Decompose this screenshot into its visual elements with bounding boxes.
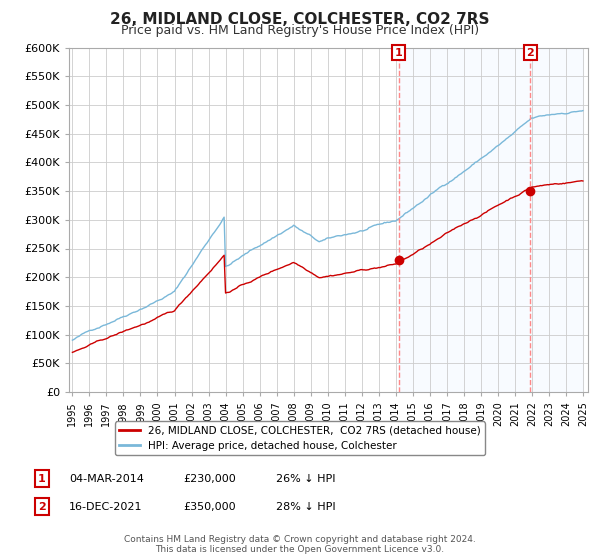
Bar	[398, 48, 583, 392]
Text: 26, MIDLAND CLOSE, COLCHESTER, CO2 7RS: 26, MIDLAND CLOSE, COLCHESTER, CO2 7RS	[110, 12, 490, 27]
Text: 1: 1	[395, 48, 403, 58]
Text: £230,000: £230,000	[183, 474, 236, 484]
Text: 2: 2	[527, 48, 535, 58]
Text: 26% ↓ HPI: 26% ↓ HPI	[276, 474, 335, 484]
Text: 2: 2	[38, 502, 46, 512]
Text: Price paid vs. HM Land Registry's House Price Index (HPI): Price paid vs. HM Land Registry's House …	[121, 24, 479, 36]
Legend: 26, MIDLAND CLOSE, COLCHESTER,  CO2 7RS (detached house), HPI: Average price, de: 26, MIDLAND CLOSE, COLCHESTER, CO2 7RS (…	[115, 422, 485, 455]
Text: Contains HM Land Registry data © Crown copyright and database right 2024.
This d: Contains HM Land Registry data © Crown c…	[124, 535, 476, 554]
Text: 16-DEC-2021: 16-DEC-2021	[69, 502, 143, 512]
Text: £350,000: £350,000	[183, 502, 236, 512]
Text: 28% ↓ HPI: 28% ↓ HPI	[276, 502, 335, 512]
Text: 04-MAR-2014: 04-MAR-2014	[69, 474, 144, 484]
Text: 1: 1	[38, 474, 46, 484]
